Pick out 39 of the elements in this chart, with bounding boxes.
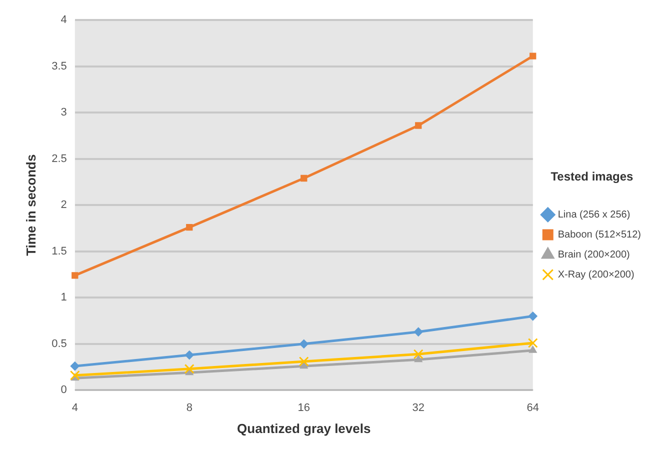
y-tick-label: 1.5 — [52, 245, 67, 258]
point — [528, 338, 538, 348]
y-tick-label: 4 — [60, 14, 67, 26]
x-tick-label: 16 — [298, 402, 310, 414]
legend-label: Lina (256 x 256) — [558, 209, 630, 220]
point — [300, 362, 308, 369]
point — [300, 174, 308, 182]
y-axis-title: Time in seconds — [23, 154, 38, 256]
x-axis-title: Quantized gray levels — [237, 420, 371, 436]
x-tick-label: 32 — [412, 402, 425, 414]
point — [184, 350, 194, 360]
legend-label: Brain (200×200) — [558, 249, 630, 260]
point — [298, 356, 309, 366]
y-tick-label: 0.5 — [52, 338, 67, 350]
point — [186, 224, 193, 231]
y-tick-label: 0 — [60, 384, 67, 396]
y-tick-label: 3.5 — [52, 60, 67, 72]
point — [70, 370, 80, 380]
point — [70, 362, 80, 371]
y-tick-label: 1 — [60, 292, 67, 304]
y-tick-label: 2 — [60, 199, 67, 212]
point — [413, 349, 424, 360]
legend-label: X-Ray (200×200) — [558, 269, 634, 280]
legend-label: Baboon (512×512) — [558, 229, 641, 240]
legend-title: Tested images — [550, 170, 634, 184]
x-tick-label: 8 — [186, 402, 192, 414]
point — [72, 272, 78, 279]
point — [414, 327, 423, 336]
point — [530, 52, 536, 60]
point — [299, 339, 308, 348]
point — [184, 364, 194, 374]
point — [528, 346, 537, 353]
x-tick-label: 4 — [72, 402, 78, 414]
point — [415, 122, 422, 129]
point — [414, 355, 422, 362]
y-tick-label: 2.5 — [52, 152, 67, 165]
y-tick-label: 3 — [60, 106, 67, 119]
x-tick-label: 64 — [526, 402, 539, 414]
point — [528, 312, 538, 321]
